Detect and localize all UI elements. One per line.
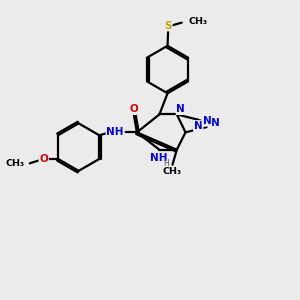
Text: N: N <box>176 104 185 114</box>
Text: CH₃: CH₃ <box>162 167 182 176</box>
Text: S: S <box>164 20 172 31</box>
Text: CH₃: CH₃ <box>5 159 25 168</box>
Text: NH: NH <box>150 153 168 163</box>
Text: N: N <box>211 118 220 128</box>
Text: N: N <box>194 121 203 131</box>
Text: CH₃: CH₃ <box>188 17 208 26</box>
Text: N: N <box>202 116 211 126</box>
Text: H: H <box>163 158 169 167</box>
Text: O: O <box>130 104 138 114</box>
Text: NH: NH <box>106 127 124 137</box>
Text: O: O <box>39 154 48 164</box>
